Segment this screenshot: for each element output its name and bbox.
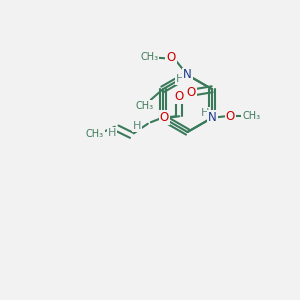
Text: N: N	[208, 111, 217, 124]
Text: CH₃: CH₃	[140, 52, 158, 62]
Text: O: O	[160, 111, 169, 124]
Text: O: O	[175, 90, 184, 103]
Text: O: O	[226, 110, 235, 123]
Text: O: O	[187, 86, 196, 99]
Text: CH₃: CH₃	[86, 129, 104, 139]
Text: H: H	[176, 74, 184, 85]
Text: N: N	[183, 68, 192, 82]
Text: O: O	[167, 51, 176, 64]
Text: H: H	[133, 121, 141, 131]
Text: CH₃: CH₃	[136, 101, 154, 111]
Text: H: H	[108, 128, 117, 138]
Text: CH₃: CH₃	[242, 111, 260, 121]
Text: H: H	[200, 108, 209, 118]
